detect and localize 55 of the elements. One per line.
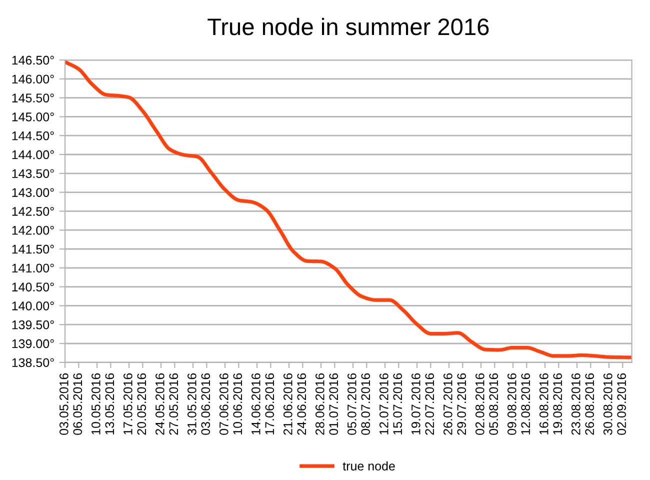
- x-tick-label: 30.08.2016: [603, 373, 612, 435]
- x-tick-label: 06.05.2016: [73, 373, 82, 435]
- y-tick-label: 145.50°: [12, 94, 54, 102]
- x-tick-label: 14.06.2016: [251, 373, 260, 434]
- x-tick-label: 01.07.2016: [329, 373, 338, 435]
- x-tick-label: 29.07.2016: [457, 373, 466, 435]
- x-tick-label: 13.05.2016: [105, 373, 114, 434]
- y-tick-label: 142.50°: [12, 207, 54, 216]
- x-tick-label: 19.07.2016: [411, 373, 420, 434]
- x-tick-label: 05.08.2016: [489, 373, 498, 435]
- x-tick-label: 10.06.2016: [233, 373, 242, 434]
- x-tick-label: 26.07.2016: [443, 373, 452, 435]
- x-tick-label: 23.08.2016: [571, 373, 580, 435]
- x-tick-label: 08.07.2016: [361, 373, 370, 435]
- x-tick-label: 09.08.2016: [507, 373, 516, 435]
- x-tick-label: 17.05.2016: [123, 373, 132, 434]
- x-tick-label: 02.09.2016: [617, 373, 626, 435]
- x-tick-label: 28.06.2016: [315, 373, 324, 435]
- x-tick-label: 07.06.2016: [219, 373, 228, 435]
- x-tick-label: 26.08.2016: [585, 373, 594, 435]
- y-tick-label: 146.50°: [12, 56, 54, 65]
- y-tick-label: 141.50°: [12, 244, 54, 254]
- x-tick-label: 21.06.2016: [283, 373, 292, 435]
- y-tick-label: 140.00°: [12, 302, 54, 310]
- x-tick-label: 15.07.2016: [393, 373, 402, 434]
- y-tick-label: 141.00°: [12, 264, 54, 273]
- x-tick-label: 20.05.2016: [137, 373, 146, 435]
- y-tick-label: 144.00°: [12, 150, 54, 160]
- y-tick-label: 143.50°: [12, 169, 54, 178]
- y-tick-label: 145.00°: [12, 112, 54, 122]
- y-tick-label: 146.00°: [12, 74, 54, 84]
- y-tick-label: 139.00°: [12, 339, 54, 348]
- x-tick-label: 03.05.2016: [60, 373, 68, 435]
- y-tick-label: 140.50°: [12, 282, 54, 292]
- y-tick-label: 144.50°: [12, 131, 54, 140]
- x-tick-label: 10.05.2016: [92, 373, 100, 434]
- x-tick-label: 05.07.2016: [347, 373, 356, 435]
- legend-label: true node: [342, 461, 395, 471]
- x-tick-label: 12.07.2016: [379, 373, 388, 434]
- x-tick-label: 27.05.2016: [169, 373, 178, 435]
- x-tick-label: 31.05.2016: [187, 373, 196, 435]
- x-tick-label: 12.08.2016: [521, 373, 530, 434]
- x-tick-label: 24.06.2016: [297, 373, 306, 435]
- x-tick-label: 17.06.2016: [265, 373, 274, 434]
- y-tick-label: 143.00°: [12, 188, 54, 197]
- chart-title: True node in summer 2016: [208, 18, 489, 36]
- x-tick-label: 16.08.2016: [539, 373, 548, 434]
- y-tick-label: 138.50°: [12, 358, 54, 368]
- y-tick-label: 139.50°: [12, 320, 54, 330]
- y-tick-label: 142.00°: [12, 226, 54, 235]
- x-tick-label: 03.06.2016: [201, 373, 210, 435]
- x-tick-label: 22.07.2016: [425, 373, 434, 435]
- x-tick-label: 19.08.2016: [553, 373, 562, 434]
- x-tick-label: 02.08.2016: [475, 373, 484, 435]
- x-tick-label: 24.05.2016: [155, 373, 164, 435]
